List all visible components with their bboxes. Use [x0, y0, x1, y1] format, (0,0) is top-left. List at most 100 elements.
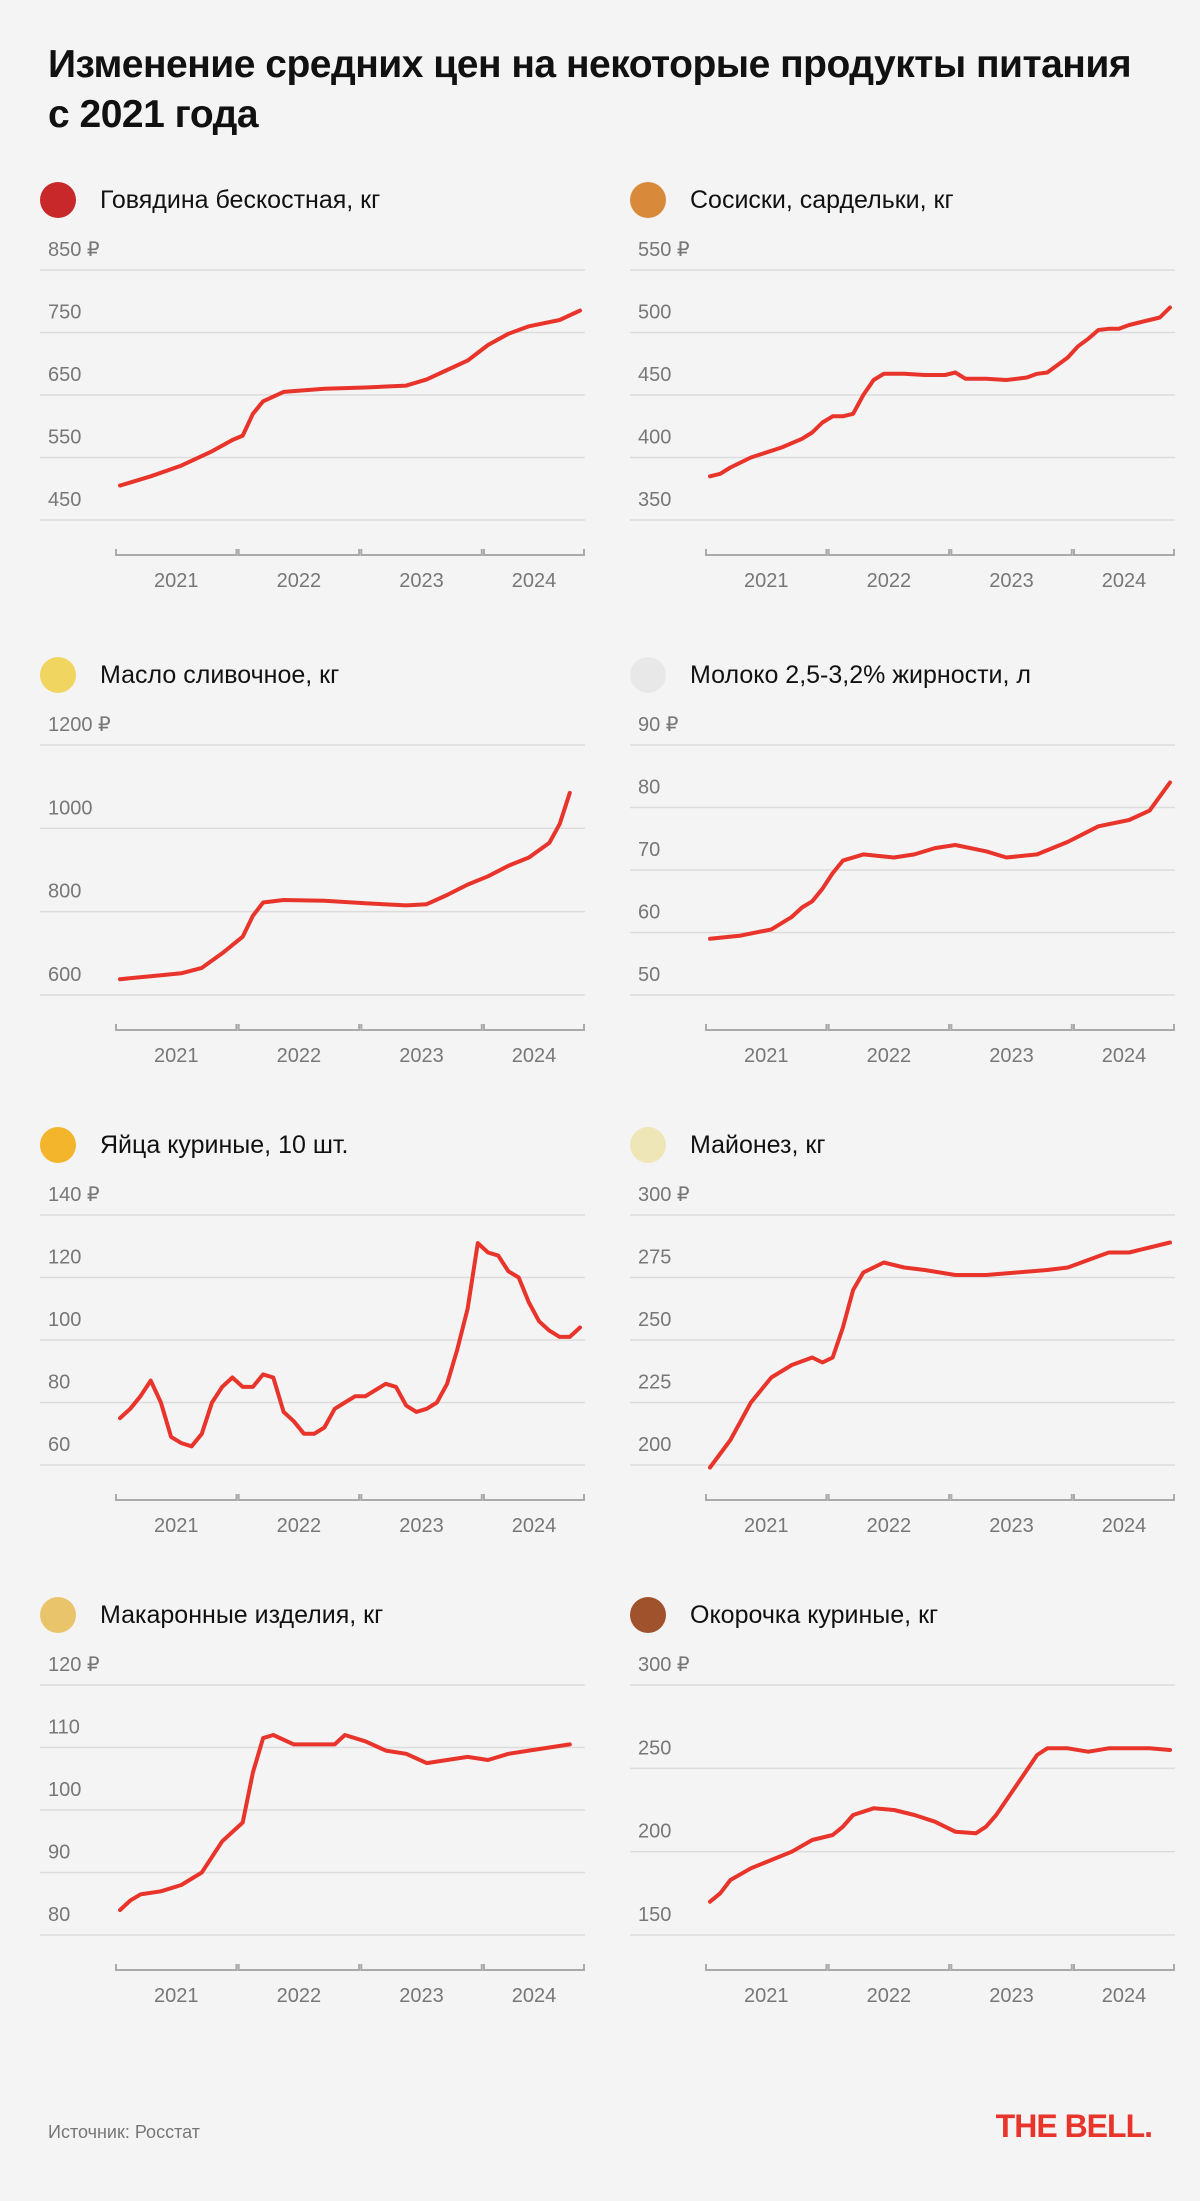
x-tick-label: 2024 — [512, 1985, 557, 2007]
x-tick-label: 2021 — [744, 570, 789, 592]
price-line — [118, 790, 572, 982]
x-tick-label: 2021 — [154, 570, 199, 592]
x-tick-label: 2021 — [744, 1045, 789, 1067]
y-tick-label: 50 — [638, 964, 660, 986]
year-bracket — [360, 1494, 483, 1501]
y-tick-label: 1000 — [48, 797, 93, 819]
year-bracket — [483, 549, 585, 556]
x-tick-label: 2022 — [277, 1045, 322, 1067]
y-tick-label: 110 — [48, 1717, 80, 1739]
chart-title-row: Макаронные изделия, кг — [40, 1595, 383, 1635]
x-tick-label: 2022 — [867, 1045, 912, 1067]
chart-title: Окорочка куриные, кг — [690, 1600, 939, 1629]
y-tick-label: 70 — [638, 839, 660, 861]
y-tick-label: 120 — [48, 1247, 81, 1269]
year-bracket — [827, 1494, 951, 1501]
chart-title: Масло сливочное, кг — [100, 660, 340, 689]
line-chart: 600 800 1000 1200 ₽ 2021 2022 2023 2024 — [40, 714, 585, 1067]
year-bracket — [950, 549, 1073, 556]
y-tick-label: 350 — [638, 489, 671, 511]
x-tick-label: 2021 — [154, 1045, 199, 1067]
x-tick-label: 2023 — [399, 1985, 444, 2007]
year-bracket — [1073, 1024, 1175, 1031]
y-tick-label: 100 — [48, 1779, 81, 1801]
y-tick-label: 650 — [48, 364, 81, 386]
x-tick-label: 2022 — [277, 570, 322, 592]
x-tick-label: 2022 — [277, 1515, 322, 1537]
source-note: Источник: Росстат — [48, 2122, 200, 2142]
y-tick-label: 550 ₽ — [638, 239, 690, 261]
x-tick-label: 2024 — [1102, 1985, 1147, 2007]
line-chart: 150 200 250 300 ₽ 2021 2022 2023 2024 — [630, 1654, 1175, 2007]
x-tick-label: 2021 — [744, 1515, 789, 1537]
y-tick-label: 300 ₽ — [638, 1184, 690, 1206]
year-bracket — [705, 1964, 828, 1971]
chart-title: Яйца куриные, 10 шт. — [100, 1130, 349, 1159]
x-tick-label: 2021 — [154, 1985, 199, 2007]
y-tick-label: 450 — [638, 364, 671, 386]
price-line — [708, 780, 1172, 941]
steak-icon — [40, 182, 76, 218]
x-tick-label: 2023 — [989, 1985, 1034, 2007]
year-bracket — [950, 1024, 1073, 1031]
y-tick-label: 60 — [48, 1434, 70, 1456]
x-tick-label: 2024 — [512, 1045, 557, 1067]
x-tick-label: 2024 — [512, 570, 557, 592]
y-tick-label: 80 — [48, 1904, 70, 1926]
x-tick-label: 2024 — [1102, 1045, 1147, 1067]
x-tick-label: 2023 — [989, 1515, 1034, 1537]
x-tick-label: 2023 — [399, 570, 444, 592]
x-tick-label: 2023 — [399, 1515, 444, 1537]
y-tick-label: 300 ₽ — [638, 1654, 690, 1676]
chart-title-row: Майонез, кг — [630, 1125, 825, 1165]
chart-title-row: Масло сливочное, кг — [40, 655, 339, 695]
price-line — [118, 1241, 582, 1449]
year-bracket — [237, 1964, 361, 1971]
x-tick-label: 2021 — [744, 1985, 789, 2007]
milk-icon — [630, 657, 666, 693]
year-bracket — [1073, 1494, 1175, 1501]
y-tick-label: 80 — [638, 777, 660, 799]
price-line — [708, 1240, 1172, 1470]
y-tick-label: 250 — [638, 1737, 671, 1759]
chart-title-row: Сосиски, сардельки, кг — [630, 180, 954, 220]
chart-title: Сосиски, сардельки, кг — [690, 185, 954, 214]
x-tick-label: 2023 — [989, 570, 1034, 592]
y-tick-label: 150 — [638, 1904, 671, 1926]
chart-title-row: Молоко 2,5-3,2% жирности, л — [630, 655, 1031, 695]
y-tick-label: 250 — [638, 1309, 671, 1331]
x-tick-label: 2023 — [399, 1045, 444, 1067]
year-bracket — [705, 549, 828, 556]
chart-panel: Говядина бескостная, кг 450 550 650 750 850 ₽… — [20, 180, 590, 620]
y-tick-label: 850 ₽ — [48, 239, 100, 261]
line-chart: 200 225 250 275 300 ₽ 2021 2022 2023 2024 — [630, 1184, 1175, 1537]
year-bracket — [827, 1024, 951, 1031]
year-bracket — [360, 1024, 483, 1031]
y-tick-label: 500 — [638, 302, 671, 324]
year-bracket — [115, 549, 238, 556]
year-bracket — [115, 1494, 238, 1501]
year-bracket — [483, 1024, 585, 1031]
year-bracket — [827, 549, 951, 556]
year-bracket — [483, 1494, 585, 1501]
y-tick-label: 100 — [48, 1309, 81, 1331]
year-bracket — [827, 1964, 951, 1971]
year-bracket — [705, 1024, 828, 1031]
chart-title: Говядина бескостная, кг — [100, 185, 381, 214]
chart-title-row: Окорочка куриные, кг — [630, 1595, 938, 1635]
x-tick-label: 2022 — [277, 1985, 322, 2007]
year-bracket — [950, 1964, 1073, 1971]
year-bracket — [360, 549, 483, 556]
price-line — [708, 1746, 1172, 1904]
line-chart: 60 80 100 120 140 ₽ 2021 2022 2023 2024 — [40, 1184, 585, 1537]
y-tick-label: 80 — [48, 1372, 70, 1394]
year-bracket — [950, 1494, 1073, 1501]
chart-title: Майонез, кг — [690, 1130, 826, 1159]
year-bracket — [237, 1494, 361, 1501]
price-line — [118, 308, 582, 488]
y-tick-label: 140 ₽ — [48, 1184, 100, 1206]
chart-title-row: Говядина бескостная, кг — [40, 180, 380, 220]
chart-panel: Майонез, кг 200 225 250 275 300 ₽ 2021 2022 2023… — [610, 1125, 1180, 1565]
chart-panel: Яйца куриные, 10 шт. 60 80 100 120 140 ₽ 2021 2… — [20, 1125, 590, 1565]
year-bracket — [360, 1964, 483, 1971]
